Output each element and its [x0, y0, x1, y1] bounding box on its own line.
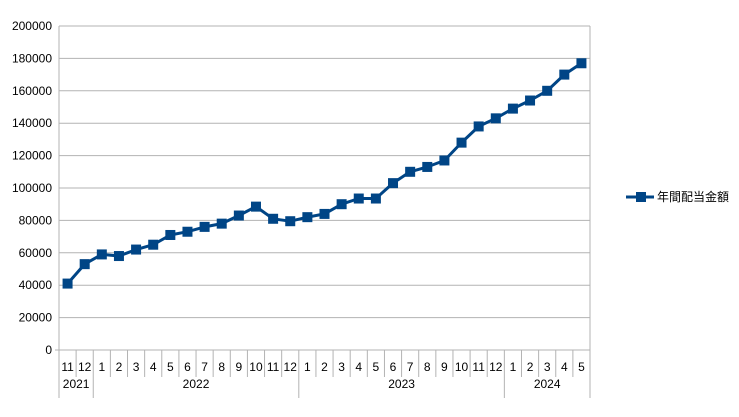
x-tick-label: 3: [338, 360, 345, 374]
data-point: [353, 193, 364, 204]
y-tick-label: 140000: [12, 116, 52, 130]
data-point: [422, 161, 433, 172]
x-tick-label: 11: [61, 360, 74, 374]
data-point: [559, 69, 570, 80]
year-label: 2022: [183, 377, 210, 391]
x-tick-label: 11: [472, 360, 485, 374]
y-tick-label: 60000: [19, 246, 53, 260]
data-point: [439, 155, 450, 166]
y-tick-label: 20000: [19, 311, 53, 325]
data-point: [576, 58, 587, 69]
data-point: [233, 210, 244, 221]
data-point: [148, 239, 159, 250]
x-axis-category-labels: 11 12 1 2 3 4 5 6 7 8 9 10 11 12 1 2 3 4 5 6 7 8 9 10 11 12 1 2 3 4 5: [58, 350, 591, 377]
data-point: [113, 251, 124, 262]
data-point: [370, 193, 381, 204]
gridlines: [59, 25, 590, 319]
y-tick-label: 180000: [12, 51, 52, 65]
series-line: [66, 62, 583, 285]
data-point: [336, 199, 347, 210]
y-tick-label: 80000: [19, 213, 53, 227]
x-tick-label: 5: [373, 360, 380, 374]
y-tick-label: 200000: [12, 19, 52, 33]
data-point: [182, 226, 193, 237]
x-tick-label: 7: [407, 360, 414, 374]
year-label: 2021: [63, 377, 90, 391]
legend: 年間配当金額: [626, 189, 729, 204]
data-point: [388, 178, 399, 189]
data-point: [302, 212, 313, 223]
series-layer: [62, 58, 587, 289]
x-tick-label: 2: [527, 360, 534, 374]
x-tick-label: 8: [424, 360, 431, 374]
x-tick-label: 7: [201, 360, 208, 374]
data-point: [525, 95, 536, 106]
legend-marker: [636, 192, 646, 202]
x-tick-label: 3: [544, 360, 551, 374]
x-tick-label: 2: [321, 360, 328, 374]
x-tick-label: 1: [304, 360, 311, 374]
data-point: [473, 121, 484, 132]
y-tick-label: 100000: [12, 181, 52, 195]
x-tick-label: 8: [218, 360, 225, 374]
data-point: [268, 213, 279, 224]
year-label: 2024: [534, 377, 561, 391]
x-tick-label: 4: [561, 360, 568, 374]
x-tick-label: 12: [284, 360, 298, 374]
data-point: [507, 103, 518, 114]
data-point: [216, 218, 227, 229]
x-tick-label: 6: [390, 360, 397, 374]
data-point: [456, 137, 467, 148]
x-tick-label: 5: [167, 360, 174, 374]
x-axis-year-labels: 2021 2022 2023 2024: [58, 377, 591, 398]
x-tick-label: 4: [150, 360, 157, 374]
x-tick-label: 5: [578, 360, 585, 374]
data-point: [79, 259, 90, 270]
y-tick-label: 160000: [12, 84, 52, 98]
x-tick-label: 12: [489, 360, 503, 374]
x-tick-label: 11: [267, 360, 280, 374]
x-tick-label: 12: [78, 360, 92, 374]
x-tick-label: 1: [510, 360, 517, 374]
legend-label: 年間配当金額: [657, 189, 729, 204]
data-point: [319, 208, 330, 219]
year-label: 2023: [388, 377, 415, 391]
x-tick-label: 2: [116, 360, 123, 374]
x-tick-label: 10: [249, 360, 263, 374]
data-point: [131, 244, 142, 255]
x-tick-label: 1: [98, 360, 105, 374]
data-point: [199, 221, 210, 232]
data-point: [542, 85, 553, 96]
data-point: [490, 113, 501, 124]
y-tick-label: 40000: [19, 278, 53, 292]
data-point: [96, 249, 107, 260]
data-point: [165, 229, 176, 240]
data-point: [285, 216, 296, 227]
y-tick-label: 120000: [12, 149, 52, 163]
y-axis-tick-labels: 0 20000 40000 60000 80000 100000 120000 140000 1…: [12, 19, 52, 357]
x-tick-label: 9: [441, 360, 448, 374]
x-tick-label: 3: [133, 360, 140, 374]
x-tick-label: 10: [455, 360, 469, 374]
data-point: [250, 201, 261, 212]
data-point: [62, 278, 73, 289]
x-tick-label: 9: [236, 360, 243, 374]
y-tick-label: 0: [45, 343, 52, 357]
x-tick-label: 4: [355, 360, 362, 374]
x-tick-label: 6: [184, 360, 191, 374]
data-point: [405, 166, 416, 177]
